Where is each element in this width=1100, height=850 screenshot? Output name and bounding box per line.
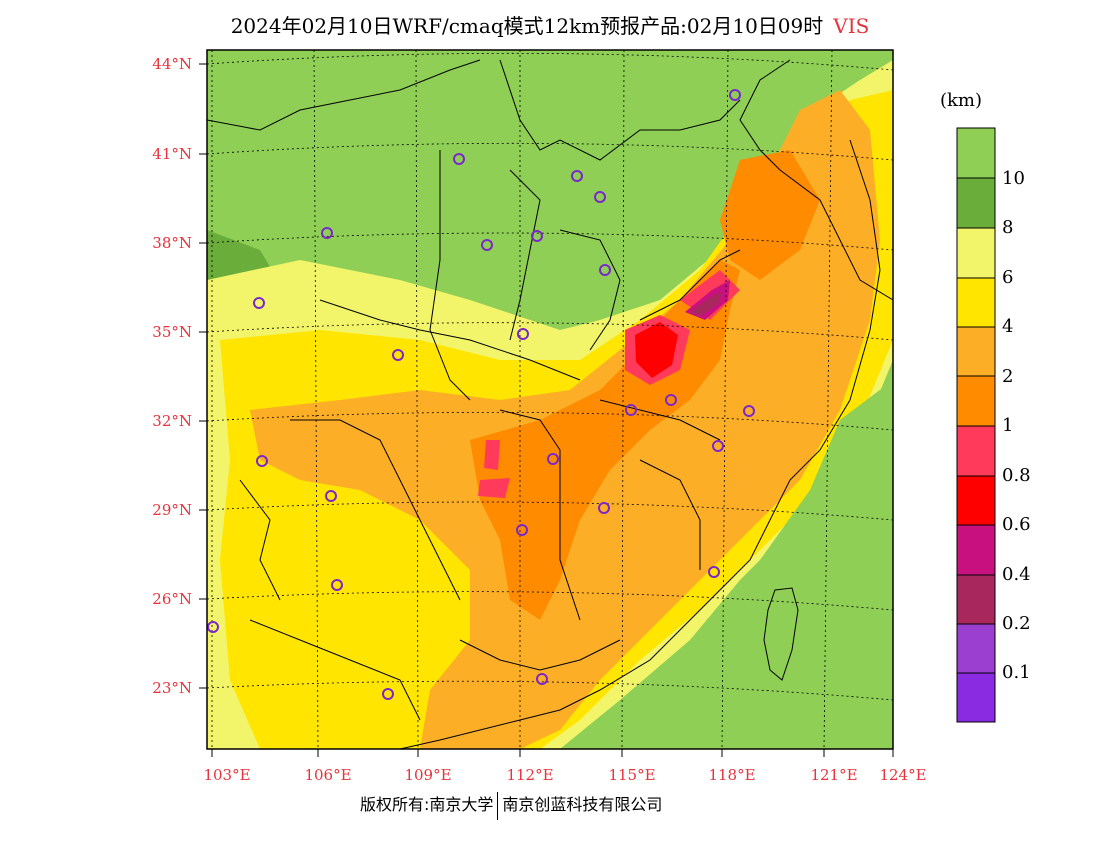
copyright-owner: 版权所有:南京大学 [360, 795, 494, 814]
colorbar-label: 0.2 [1002, 613, 1031, 634]
colorbar-swatch-4 [956, 277, 996, 328]
colorbar-label: 0.1 [1002, 662, 1031, 683]
map-title-main: 2024年02月10日WRF/cmaq模式12km预报产品:02月10日09时 [230, 14, 824, 38]
axis-ticks [199, 63, 894, 757]
lat-label: 23°N [152, 679, 192, 697]
copyright-footer: 版权所有:南京大学 南京创蓝科技有限公司 [360, 791, 662, 820]
colorbar-swatch-1 [956, 375, 996, 427]
colorbar-label: 6 [1002, 267, 1014, 288]
colorbar-swatch-0.2 [956, 574, 996, 625]
colorbar-unit: (km) [940, 90, 983, 111]
lat-label: 41°N [152, 145, 192, 163]
lat-label: 44°N [152, 55, 192, 73]
colorbar-swatch-0.4 [956, 524, 996, 576]
lat-label: 38°N [152, 234, 192, 252]
map-variable: VIS [833, 14, 870, 38]
sea-area [600, 380, 893, 749]
colorbar-label: 2 [1002, 366, 1014, 387]
colorbar-swatch-8 [956, 177, 996, 229]
lon-label: 115°E [608, 766, 656, 784]
graticule [207, 50, 893, 749]
lat-label: 32°N [152, 412, 192, 430]
colorbar-label: 0.6 [1002, 514, 1031, 535]
colorbar-label: 4 [1002, 316, 1014, 337]
lon-label: 124°E [879, 766, 927, 784]
colorbar-swatch-0.8 [956, 425, 996, 477]
lon-label: 121°E [810, 766, 858, 784]
city-markers [207, 89, 755, 700]
colorbar-swatch-6 [956, 227, 996, 279]
plot-frame [206, 49, 894, 750]
colorbar-swatch-0.1 [956, 623, 996, 674]
visibility-0.6km-zone [635, 322, 678, 378]
map-title: 2024年02月10日WRF/cmaq模式12km预报产品:02月10日09时 V… [0, 10, 1100, 39]
lat-label: 26°N [152, 590, 192, 608]
visibility-0.2km-zone [690, 292, 722, 316]
colorbar-label: 0.8 [1002, 465, 1031, 486]
visibility-1km-zone-north [720, 150, 820, 280]
colorbar-label: 1 [1002, 415, 1014, 436]
colorbar [956, 127, 996, 723]
colorbar-swatch-10 [956, 127, 996, 179]
lon-label: 106°E [304, 766, 352, 784]
lat-label: 35°N [152, 323, 192, 341]
colorbar-swatch-0.6 [956, 475, 996, 526]
taiwan-outline [763, 587, 799, 681]
lon-label: 109°E [404, 766, 452, 784]
colorbar-swatch-2 [956, 326, 996, 377]
colorbar-label: 0.4 [1002, 564, 1031, 585]
lon-label: 118°E [708, 766, 756, 784]
lon-label: 103°E [203, 766, 251, 784]
boundaries [207, 59, 893, 749]
lon-label: 112°E [506, 766, 554, 784]
colorbar-label: 8 [1002, 217, 1014, 238]
colorbar-swatch-min [956, 672, 996, 723]
colorbar-label: 10 [1002, 168, 1025, 189]
footer-separator [497, 791, 499, 820]
lat-label: 29°N [152, 501, 192, 519]
copyright-company: 南京创蓝科技有限公司 [502, 795, 663, 814]
